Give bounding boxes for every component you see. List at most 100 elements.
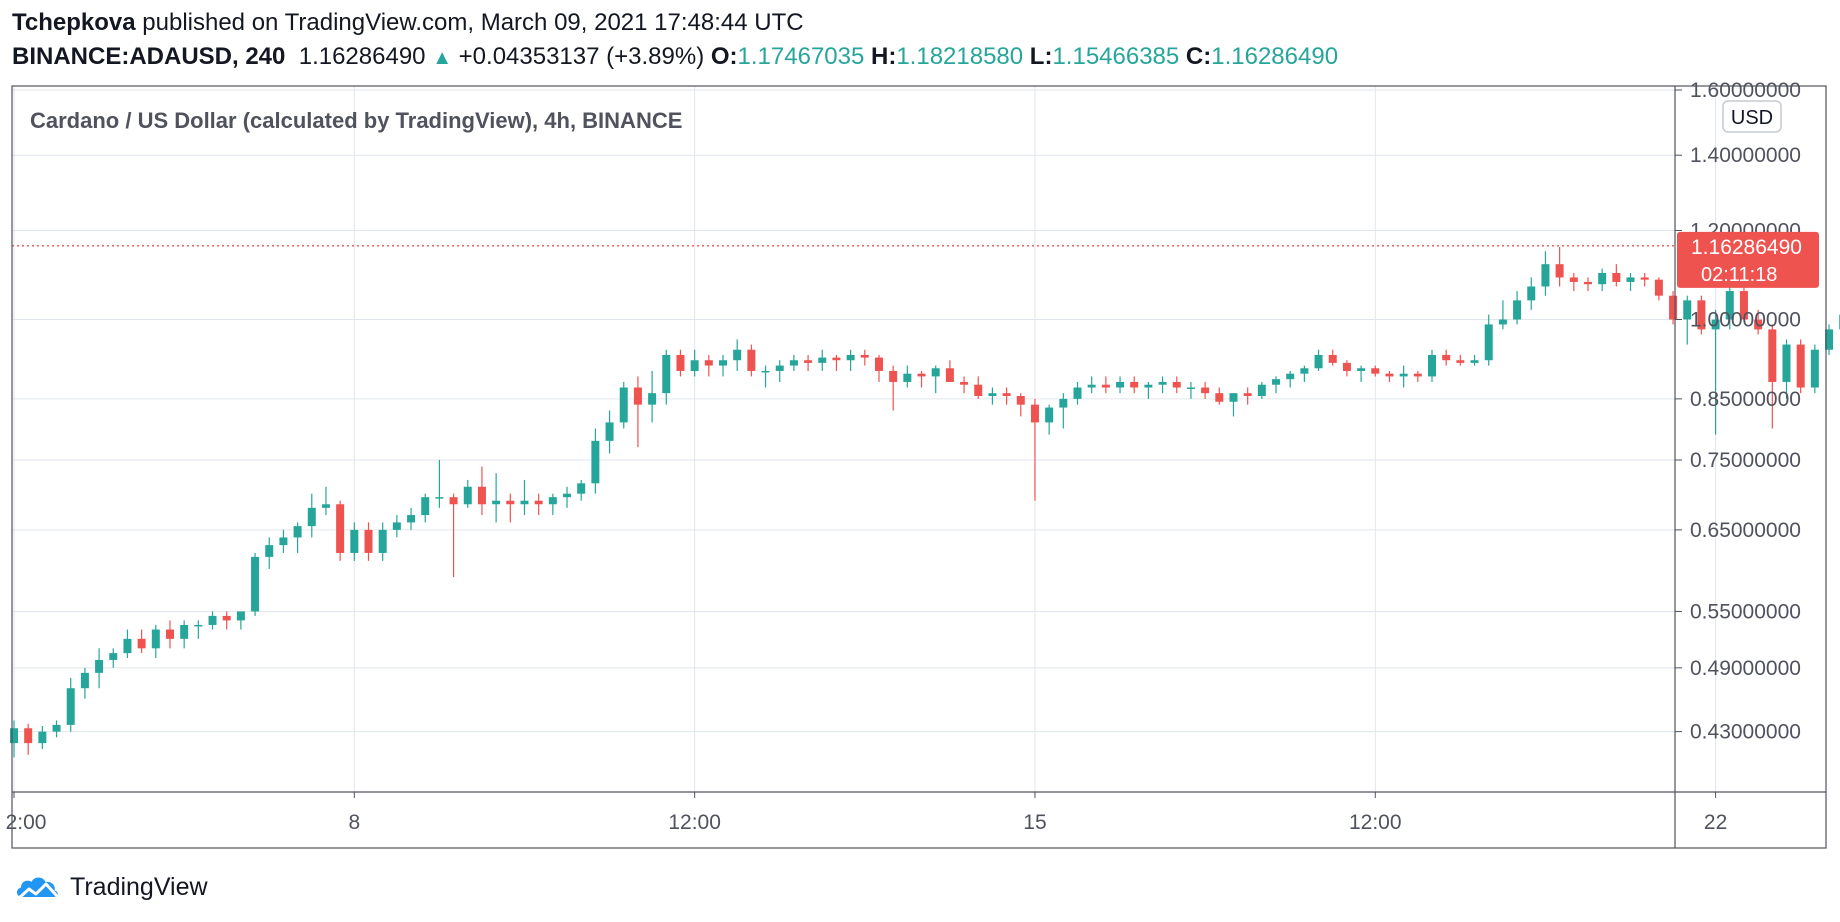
open-value: 1.17467035 bbox=[737, 43, 865, 70]
candle-body bbox=[407, 515, 416, 523]
publish-line: Tchepkova published on TradingView.com, … bbox=[12, 8, 804, 38]
candle-down bbox=[974, 376, 983, 399]
x-tick-label: 12:00 bbox=[668, 811, 721, 834]
candle-up bbox=[719, 354, 727, 377]
candle-body bbox=[1697, 300, 1706, 330]
candle-body bbox=[974, 384, 983, 397]
candle-body bbox=[236, 611, 245, 621]
candle-body bbox=[818, 357, 827, 363]
candle-body bbox=[917, 373, 926, 377]
candle-down bbox=[477, 466, 486, 516]
candle-up bbox=[1116, 376, 1125, 394]
candle-body bbox=[931, 368, 940, 377]
candle-up bbox=[1357, 365, 1366, 382]
candle-body bbox=[1186, 387, 1195, 390]
candle-body bbox=[1300, 368, 1309, 374]
candle-body bbox=[279, 537, 288, 546]
candle-up bbox=[1711, 309, 1720, 435]
candle-body bbox=[1654, 279, 1663, 296]
candle-down bbox=[704, 354, 713, 377]
candle-down bbox=[945, 360, 954, 382]
candle-body bbox=[180, 624, 189, 639]
candle-body bbox=[1442, 354, 1451, 361]
candle-up bbox=[392, 515, 401, 538]
candle-up bbox=[988, 387, 997, 405]
candle-down bbox=[24, 723, 33, 755]
last-price: 1.16286490 bbox=[298, 43, 426, 70]
candle-body bbox=[80, 672, 89, 689]
candle-up bbox=[208, 611, 217, 630]
candle-body bbox=[846, 354, 855, 361]
candle-up bbox=[1158, 376, 1167, 394]
candle-body bbox=[477, 486, 486, 505]
candle-body bbox=[506, 500, 515, 505]
candle-up bbox=[80, 667, 89, 699]
y-tick-label: 0.75000000 bbox=[1690, 449, 1801, 472]
candle-up bbox=[321, 486, 330, 516]
candle-body bbox=[1825, 329, 1834, 350]
y-tick-label: 1.60000000 bbox=[1690, 79, 1801, 102]
candle-body bbox=[449, 497, 458, 505]
candle-body bbox=[1059, 398, 1068, 408]
candle-body bbox=[1498, 319, 1507, 325]
candle-body bbox=[1626, 277, 1635, 282]
candle-up bbox=[463, 479, 472, 508]
candle-up bbox=[265, 537, 274, 569]
candle-body bbox=[960, 381, 969, 385]
y-tick-label: 0.55000000 bbox=[1690, 600, 1801, 623]
y-tick-label: 0.43000000 bbox=[1690, 721, 1801, 744]
candle-body bbox=[903, 373, 912, 382]
candle-body bbox=[1768, 329, 1777, 382]
candle-up bbox=[775, 360, 784, 382]
candle-down bbox=[1413, 370, 1422, 382]
candle-up bbox=[1725, 286, 1734, 330]
price-axis[interactable]: 1.600000001.400000001.200000001.00000000… bbox=[1675, 79, 1801, 744]
candle-up bbox=[903, 365, 912, 388]
candle-up bbox=[407, 507, 416, 530]
candle-body bbox=[563, 493, 572, 498]
candle-up bbox=[194, 620, 203, 639]
candle-down bbox=[1385, 370, 1394, 382]
candle-up bbox=[1144, 381, 1153, 399]
candle-body bbox=[1428, 354, 1436, 377]
candle-up bbox=[1272, 376, 1281, 394]
candle-body bbox=[733, 349, 742, 361]
candle-body bbox=[988, 393, 997, 397]
candle-down bbox=[1101, 376, 1110, 394]
candle-up bbox=[421, 493, 430, 523]
candle-up bbox=[1541, 251, 1550, 296]
x-tick-label: 15 bbox=[1023, 811, 1046, 834]
up-triangle-icon: ▲ bbox=[432, 47, 452, 69]
candle-body bbox=[1087, 384, 1096, 388]
y-tick-label: 0.65000000 bbox=[1690, 519, 1801, 542]
candle-up bbox=[1286, 370, 1295, 388]
candle-down bbox=[1172, 376, 1181, 394]
candle-body bbox=[307, 507, 316, 527]
candle-down bbox=[1016, 393, 1025, 417]
low-value: 1.15466385 bbox=[1052, 43, 1180, 70]
candle-up bbox=[1782, 339, 1791, 399]
tradingview-cloud-icon bbox=[16, 877, 59, 900]
close-value: 1.16286490 bbox=[1211, 43, 1339, 70]
candle-down bbox=[1030, 398, 1039, 501]
candle-down bbox=[917, 370, 926, 388]
candle-down bbox=[960, 376, 969, 394]
candle-up bbox=[761, 365, 770, 388]
candle-up bbox=[66, 677, 75, 732]
candle-body bbox=[1045, 407, 1054, 423]
candle-body bbox=[463, 486, 472, 505]
plot-frame bbox=[11, 85, 1827, 849]
candle-down bbox=[747, 344, 756, 377]
candle-up bbox=[577, 479, 586, 501]
candle-down bbox=[1201, 381, 1210, 399]
candle-down bbox=[860, 349, 869, 366]
candle-body bbox=[293, 526, 302, 538]
candle-up bbox=[1314, 349, 1323, 371]
candle-body bbox=[1243, 393, 1252, 397]
candle-down bbox=[832, 354, 841, 371]
candle-down bbox=[1215, 387, 1224, 405]
candle-down bbox=[506, 493, 515, 523]
currency-button[interactable]: USD bbox=[1722, 100, 1782, 133]
